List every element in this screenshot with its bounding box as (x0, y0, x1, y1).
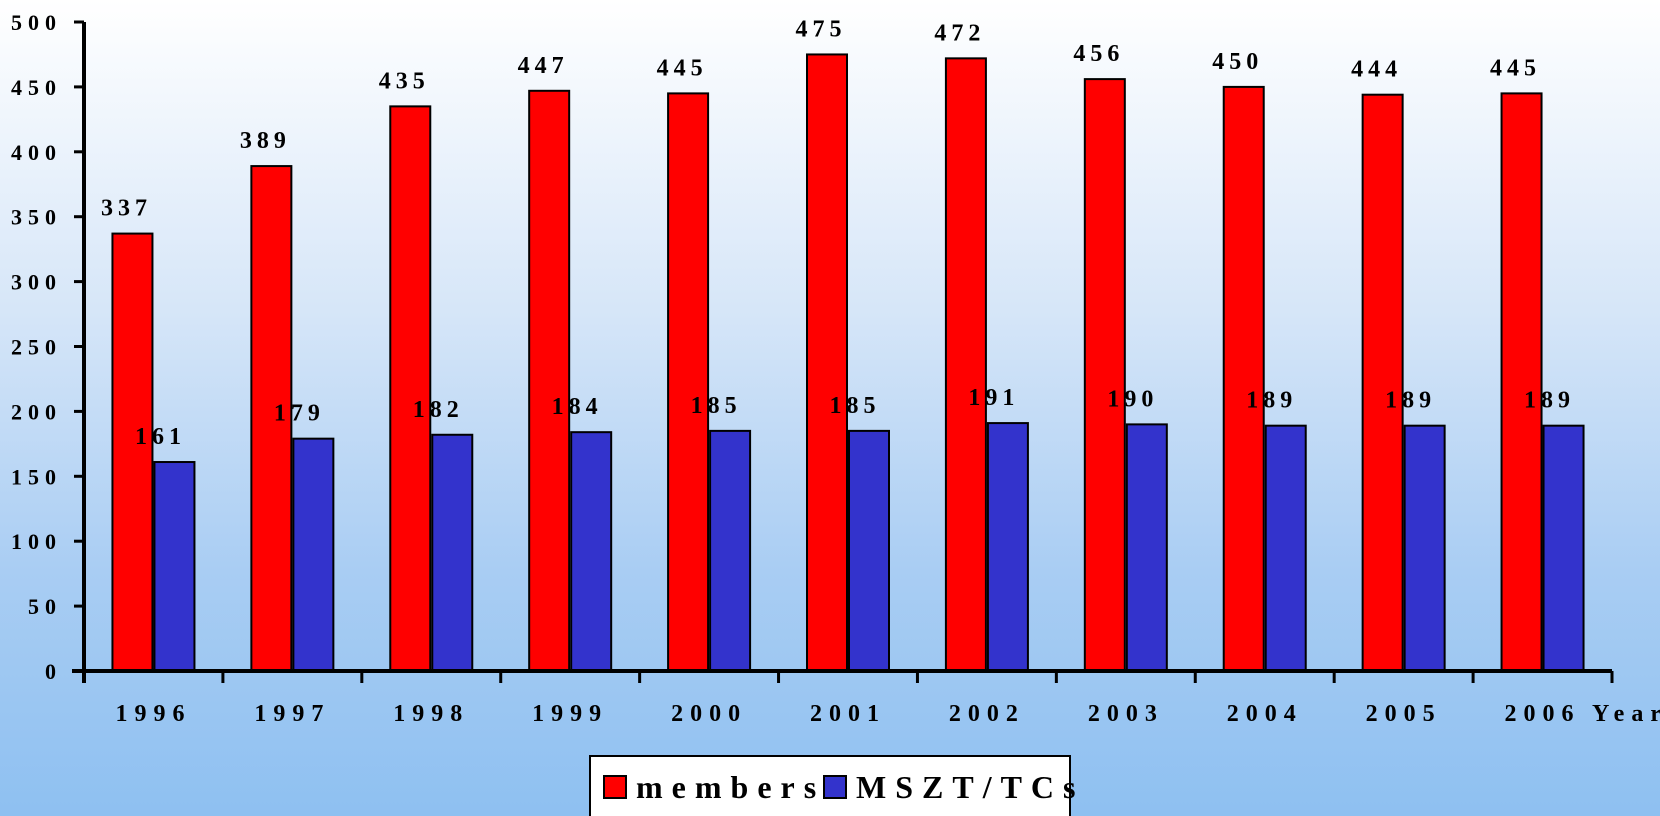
members-data-label: 447 (518, 53, 569, 79)
y-tick-label: 350 (11, 205, 62, 230)
members-data-label: 472 (934, 20, 985, 46)
members-data-label: 456 (1073, 41, 1124, 67)
x-ticks-group: 1996 1997 1998 1999 2000 2001 2002 2003 2004 2005… (82, 671, 1614, 727)
members-bar (250, 165, 293, 672)
mszt-tcs-data-label: 182 (413, 397, 464, 423)
x-axis-title: Year (1592, 701, 1660, 727)
members-bar (1083, 78, 1126, 672)
mszt-tcs-legend-swatch (823, 775, 847, 799)
members-data-label: 389 (240, 128, 291, 154)
mszt-tcs-bar (153, 461, 196, 672)
y-ticks-group: 0 50 100 150 200 250 300 350 400 450 500 (11, 10, 84, 684)
x-tick-label: 2000 (671, 701, 747, 727)
mszt-tcs-bar (292, 437, 335, 672)
x-tick-label: 2002 (949, 701, 1025, 727)
x-tick-label: 1999 (532, 701, 608, 727)
members-data-label: 445 (657, 55, 708, 81)
y-tick-label: 450 (11, 75, 62, 100)
y-tick-label: 400 (11, 140, 62, 165)
y-tick-label: 50 (28, 594, 62, 619)
y-tick-label: 100 (11, 529, 62, 554)
x-tick-label: 2004 (1227, 701, 1303, 727)
mszt-tcs-bar (1542, 424, 1585, 673)
mszt-tcs-data-label: 190 (1107, 386, 1158, 412)
x-tick-label: 1996 (115, 701, 191, 727)
members-legend-swatch (603, 775, 627, 799)
y-tick-label: 300 (11, 270, 62, 295)
mszt-tcs-bar (570, 431, 613, 672)
mszt-tcs-bar (431, 433, 474, 672)
mszt-tcs-bar (709, 429, 752, 672)
members-data-label: 450 (1212, 49, 1263, 75)
members-bar (389, 105, 432, 673)
mszt-tcs-data-label: 179 (274, 401, 325, 427)
members-bar (944, 57, 987, 673)
bars-group (111, 53, 1585, 673)
x-tick-label: 2005 (1366, 701, 1442, 727)
y-tick-label: 500 (11, 10, 62, 35)
y-tick-label: 0 (45, 659, 62, 684)
x-tick-label: 2003 (1088, 701, 1164, 727)
mszt-tcs-data-label: 189 (1385, 388, 1436, 414)
members-bar (1500, 92, 1543, 672)
mszt-tcs-data-label: 189 (1246, 388, 1297, 414)
mszt-tcs-bar (1403, 424, 1446, 673)
mszt-tcs-bar (986, 422, 1029, 672)
x-tick-label: 2001 (810, 701, 886, 727)
mszt-tcs-bar (1125, 423, 1168, 672)
members-bar (111, 232, 154, 672)
mszt-tcs-data-label: 185 (691, 393, 742, 419)
members-legend-label: members (636, 769, 825, 805)
y-tick-label: 200 (11, 399, 62, 424)
y-tick-label: 250 (11, 335, 62, 360)
members-bar (667, 92, 710, 672)
members-bar (806, 53, 848, 672)
mszt-tcs-data-label: 189 (1524, 388, 1575, 414)
members-bar (1222, 85, 1265, 672)
y-tick-label: 150 (11, 464, 62, 489)
mszt-tcs-bar (1264, 424, 1307, 673)
mszt-tcs-legend-label: MSZT/TCs (856, 769, 1084, 805)
mszt-tcs-data-label: 161 (135, 424, 186, 450)
legend: members MSZT/TCs (589, 755, 1084, 816)
data-labels-group: 337 161 389 179 435 182 447 184 445 185 475 185 472 1… (101, 16, 1575, 450)
mszt-tcs-data-label: 184 (552, 394, 603, 420)
mszt-tcs-data-label: 191 (968, 385, 1019, 411)
x-tick-label: 1998 (393, 701, 469, 727)
members-data-label: 337 (101, 196, 152, 222)
mszt-tcs-bar (848, 429, 890, 672)
members-bar (528, 89, 571, 672)
x-tick-label: 2006 (1505, 701, 1581, 727)
members-data-label: 475 (796, 16, 847, 42)
members-data-label: 435 (379, 68, 430, 94)
x-tick-label: 1997 (254, 701, 330, 727)
members-bar (1361, 93, 1404, 673)
members-data-label: 445 (1490, 55, 1541, 81)
mszt-tcs-data-label: 185 (830, 393, 881, 419)
members-data-label: 444 (1351, 57, 1402, 83)
